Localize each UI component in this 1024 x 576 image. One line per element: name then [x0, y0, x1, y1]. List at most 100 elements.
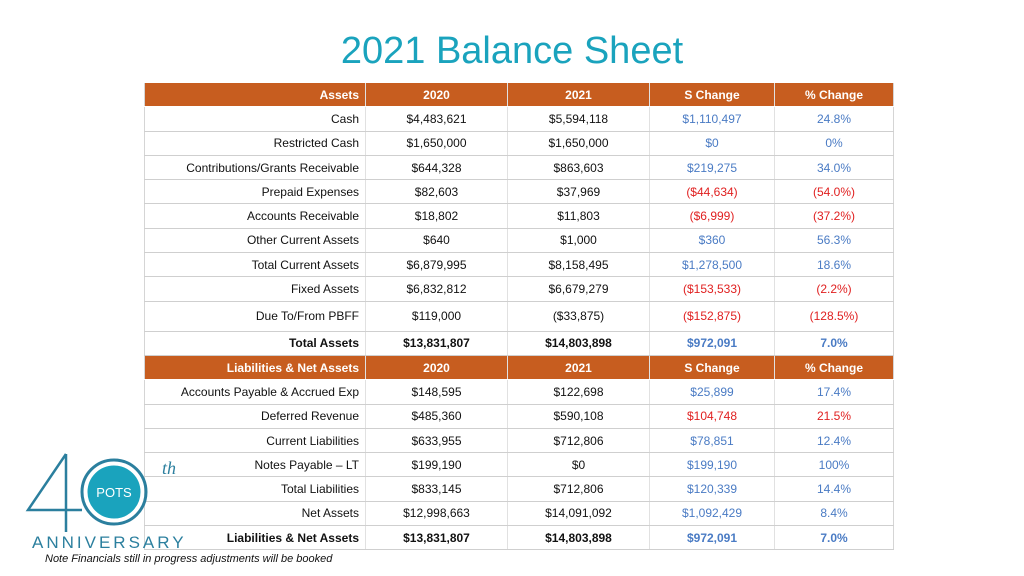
table-header-row: Assets 2020 2021 S Change% Change: [144, 83, 894, 108]
cell-y2021: $14,803,898: [507, 331, 650, 356]
table-row: Due To/From PBFF $119,000 ($33,875) ($152,8…: [144, 301, 894, 332]
cell-y2020: $148,595: [365, 379, 508, 405]
logo-ordinal: th: [162, 458, 176, 478]
balance-sheet-table: Assets 2020 2021 S Change% Change Cash $4,483…: [144, 83, 894, 551]
table-row: Notes Payable – LT $199,190 $0 $199,190 100%: [144, 452, 894, 478]
table-row: Cash $4,483,621 $5,594,118 $1,110,497 24.8%: [144, 106, 894, 132]
cell-pct: 7.0%: [774, 525, 894, 551]
cell-y2020: $4,483,621: [365, 106, 508, 132]
anniversary-caption: ANNIVERSARY: [32, 533, 187, 552]
column-header: % Change: [774, 355, 894, 381]
cell-chg: $1,110,497: [649, 106, 775, 132]
cell-pct: 14.4%: [774, 476, 894, 502]
table-row: Total Assets $13,831,807 $14,803,898 $972,0…: [144, 331, 894, 356]
cell-pct: 21.5%: [774, 404, 894, 429]
cell-y2021: $5,594,118: [507, 106, 650, 132]
cell-y2021: $0: [507, 452, 650, 478]
cell-label: Cash: [144, 106, 366, 132]
cell-chg: ($6,999): [649, 203, 775, 229]
table-row: Other Current Assets $640 $1,000 $360 56.3%: [144, 228, 894, 254]
cell-y2021: $712,806: [507, 428, 650, 454]
cell-y2021: $712,806: [507, 476, 650, 502]
column-header: 2021: [507, 355, 650, 381]
column-header: % Change: [774, 83, 894, 108]
anniversary-logo: POTS th: [25, 453, 176, 532]
cell-label: Current Liabilities: [144, 428, 366, 454]
cell-chg: $78,851: [649, 428, 775, 454]
table-row: Deferred Revenue $485,360 $590,108 $104,748…: [144, 404, 894, 429]
cell-pct: 56.3%: [774, 228, 894, 254]
cell-label: Due To/From PBFF: [144, 301, 366, 332]
cell-y2020: $485,360: [365, 404, 508, 429]
cell-chg: $120,339: [649, 476, 775, 502]
cell-pct: 17.4%: [774, 379, 894, 405]
cell-pct: 24.8%: [774, 106, 894, 132]
cell-chg: $360: [649, 228, 775, 254]
table-row: Restricted Cash $1,650,000 $1,650,000 $0 0%: [144, 131, 894, 156]
cell-pct: 8.4%: [774, 501, 894, 527]
cell-y2020: $13,831,807: [365, 525, 508, 551]
cell-pct: 34.0%: [774, 155, 894, 181]
table-row: Liabilities & Net Assets $13,831,807 $14,8…: [144, 525, 894, 551]
cell-chg: $1,092,429: [649, 501, 775, 527]
cell-chg: $104,748: [649, 404, 775, 429]
cell-label: Prepaid Expenses: [144, 179, 366, 205]
logo-badge-text: POTS: [96, 485, 132, 500]
cell-label: Deferred Revenue: [144, 404, 366, 429]
cell-y2020: $1,650,000: [365, 131, 508, 156]
cell-label: Contributions/Grants Receivable: [144, 155, 366, 181]
table-row: Accounts Payable & Accrued Exp $148,595 $1…: [144, 379, 894, 405]
cell-y2020: $640: [365, 228, 508, 254]
cell-pct: 18.6%: [774, 252, 894, 278]
cell-label: Notes Payable – LT: [144, 452, 366, 478]
cell-y2021: $14,803,898: [507, 525, 650, 551]
cell-pct: (54.0%): [774, 179, 894, 205]
cell-y2021: ($33,875): [507, 301, 650, 332]
cell-y2021: $6,679,279: [507, 276, 650, 302]
cell-y2021: $11,803: [507, 203, 650, 229]
column-header: 2020: [365, 355, 508, 381]
table-row: Prepaid Expenses $82,603 $37,969 ($44,634)(…: [144, 179, 894, 205]
cell-pct: (37.2%): [774, 203, 894, 229]
cell-label: Total Liabilities: [144, 476, 366, 502]
table-row: Contributions/Grants Receivable $644,328 $…: [144, 155, 894, 181]
table-row: Total Liabilities $833,145 $712,806 $120,33…: [144, 476, 894, 502]
cell-y2021: $37,969: [507, 179, 650, 205]
cell-chg: $25,899: [649, 379, 775, 405]
column-header: 2020: [365, 83, 508, 108]
cell-y2020: $633,955: [365, 428, 508, 454]
table-row: Net Assets $12,998,663 $14,091,092 $1,092,4…: [144, 501, 894, 527]
cell-label: Other Current Assets: [144, 228, 366, 254]
column-header: Assets: [144, 83, 366, 108]
cell-label: Net Assets: [144, 501, 366, 527]
cell-y2021: $8,158,495: [507, 252, 650, 278]
cell-label: Liabilities & Net Assets: [144, 525, 366, 551]
cell-y2021: $863,603: [507, 155, 650, 181]
column-header: Liabilities & Net Assets: [144, 355, 366, 381]
cell-chg: ($152,875): [649, 301, 775, 332]
cell-pct: 100%: [774, 452, 894, 478]
cell-pct: 7.0%: [774, 331, 894, 356]
cell-label: Total Assets: [144, 331, 366, 356]
cell-chg: $0: [649, 131, 775, 156]
cell-pct: 12.4%: [774, 428, 894, 454]
table-row: Accounts Receivable $18,802 $11,803 ($6,999…: [144, 203, 894, 229]
cell-chg: $219,275: [649, 155, 775, 181]
cell-y2021: $122,698: [507, 379, 650, 405]
cell-chg: $972,091: [649, 525, 775, 551]
cell-y2020: $833,145: [365, 476, 508, 502]
cell-chg: $1,278,500: [649, 252, 775, 278]
cell-chg: $972,091: [649, 331, 775, 356]
column-header: S Change: [649, 83, 775, 108]
cell-label: Restricted Cash: [144, 131, 366, 156]
cell-pct: 0%: [774, 131, 894, 156]
forty-logo-graphic: [25, 453, 148, 532]
page-title: 2021 Balance Sheet: [340, 30, 684, 72]
cell-chg: ($153,533): [649, 276, 775, 302]
cell-chg: ($44,634): [649, 179, 775, 205]
footnote: Note Financials still in progress adjust…: [45, 553, 333, 565]
cell-pct: (2.2%): [774, 276, 894, 302]
cell-y2020: $119,000: [365, 301, 508, 332]
cell-y2020: $644,328: [365, 155, 508, 181]
cell-y2020: $12,998,663: [365, 501, 508, 527]
